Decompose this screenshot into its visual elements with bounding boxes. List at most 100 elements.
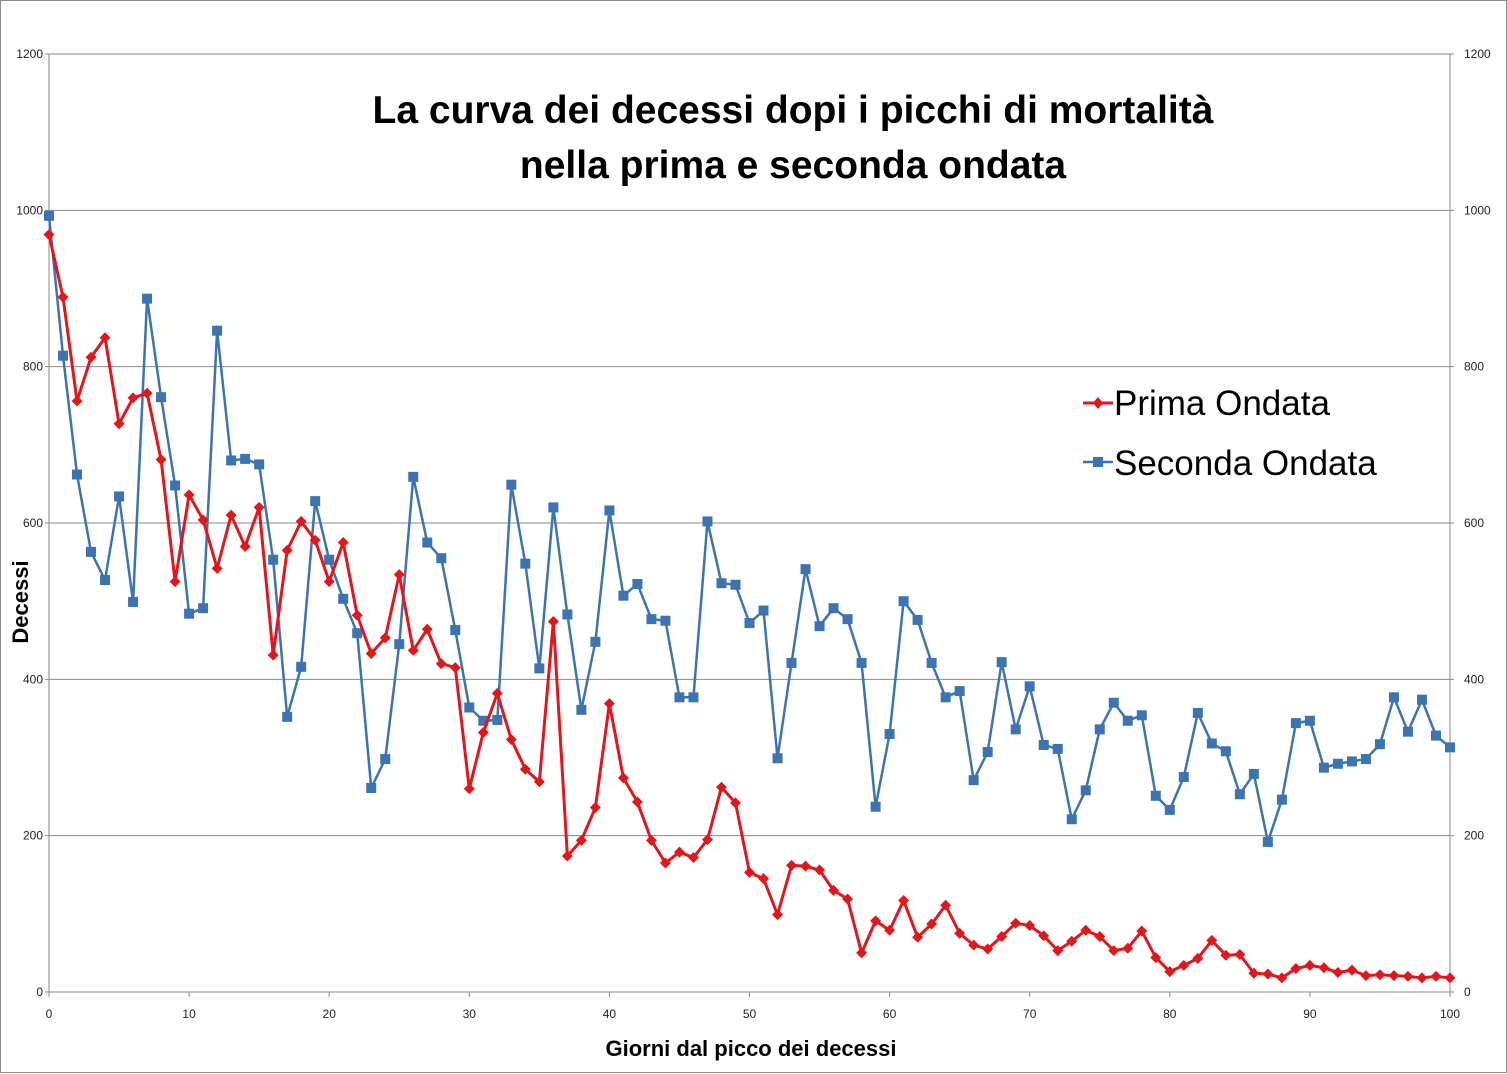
y-tick-label-left: 800	[23, 360, 43, 374]
x-tick-label: 50	[743, 1007, 757, 1021]
data-point	[1388, 692, 1399, 703]
data-point	[337, 537, 349, 549]
data-point	[351, 609, 363, 621]
data-point	[141, 387, 153, 399]
data-point	[212, 325, 223, 336]
data-point	[1234, 789, 1245, 800]
data-point	[282, 711, 293, 722]
data-point	[912, 614, 923, 625]
data-point	[1346, 964, 1358, 976]
data-point	[954, 686, 965, 697]
data-point	[617, 772, 629, 784]
data-point	[898, 596, 909, 607]
data-point	[645, 834, 657, 846]
data-point	[71, 395, 83, 407]
y-tick-label-right: 0	[1464, 985, 1471, 999]
data-point	[492, 714, 503, 725]
data-point	[408, 471, 419, 482]
y-tick-label-left: 0	[36, 985, 43, 999]
data-point	[884, 729, 895, 740]
data-point	[1024, 920, 1036, 932]
data-point	[156, 392, 167, 403]
data-point	[1360, 754, 1371, 765]
y-axis-title: Decessi	[8, 560, 33, 643]
data-point	[1234, 948, 1246, 960]
data-point	[674, 692, 685, 703]
data-point	[758, 605, 769, 616]
data-point	[548, 502, 559, 513]
data-point	[226, 455, 237, 466]
data-point	[926, 918, 938, 930]
data-point	[310, 496, 321, 507]
data-point	[926, 657, 937, 668]
data-point	[1164, 966, 1176, 978]
data-point	[912, 931, 924, 943]
data-point	[1136, 710, 1147, 721]
x-tick-label: 10	[182, 1007, 196, 1021]
data-point	[1346, 756, 1357, 767]
data-point	[114, 491, 125, 502]
data-point	[940, 899, 952, 911]
data-point	[1416, 694, 1427, 705]
data-point	[576, 704, 587, 715]
data-point	[1220, 746, 1231, 757]
data-point	[800, 564, 811, 575]
data-point	[996, 931, 1008, 943]
data-point	[393, 569, 405, 581]
data-point	[1192, 707, 1203, 718]
data-point	[100, 575, 111, 586]
data-point	[281, 544, 293, 556]
data-point	[57, 291, 69, 303]
data-point	[884, 924, 896, 936]
x-tick-label: 70	[1023, 1007, 1037, 1021]
data-point	[58, 350, 69, 361]
legend: Prima Ondata Seconda Ondata	[1083, 384, 1377, 483]
data-point	[1374, 739, 1385, 750]
data-point	[506, 479, 517, 490]
data-point	[505, 734, 517, 746]
data-point	[1080, 924, 1092, 936]
data-point	[1178, 772, 1189, 783]
y-tick-label-left: 400	[23, 672, 43, 686]
y-tick-label-right: 800	[1464, 360, 1484, 374]
data-point	[464, 702, 475, 713]
data-point	[254, 459, 265, 470]
data-point	[128, 596, 139, 607]
data-point	[533, 776, 545, 788]
data-point	[589, 802, 601, 814]
data-point	[1444, 972, 1456, 984]
data-point	[239, 540, 251, 552]
data-point	[1052, 945, 1064, 957]
data-point	[1318, 762, 1329, 773]
data-point	[422, 537, 433, 548]
data-point	[1066, 814, 1077, 825]
data-point	[169, 576, 181, 588]
data-point	[856, 657, 867, 668]
y-tick-label-left: 1000	[16, 203, 43, 217]
data-point	[1445, 742, 1455, 753]
data-point	[379, 632, 391, 644]
data-point	[1332, 758, 1343, 769]
data-point	[1164, 804, 1175, 815]
series-seconda-ondata	[44, 210, 1455, 847]
data-point	[1150, 952, 1162, 964]
data-point	[324, 554, 335, 565]
data-point	[478, 715, 489, 726]
chart-title-line-1: La curva dei decessi dopi i picchi di mo…	[373, 89, 1214, 132]
data-point	[701, 834, 713, 846]
data-point	[520, 558, 531, 569]
data-point	[1220, 949, 1232, 961]
x-tick-label: 60	[883, 1007, 897, 1021]
data-point	[1262, 836, 1273, 847]
data-point	[730, 579, 741, 590]
data-point	[856, 947, 868, 959]
data-point	[113, 418, 125, 430]
data-point	[1122, 715, 1133, 726]
data-point	[772, 753, 783, 764]
data-point	[898, 895, 910, 907]
data-point	[982, 943, 994, 955]
data-point	[702, 516, 713, 527]
data-point	[463, 783, 475, 795]
data-point	[1206, 934, 1218, 946]
